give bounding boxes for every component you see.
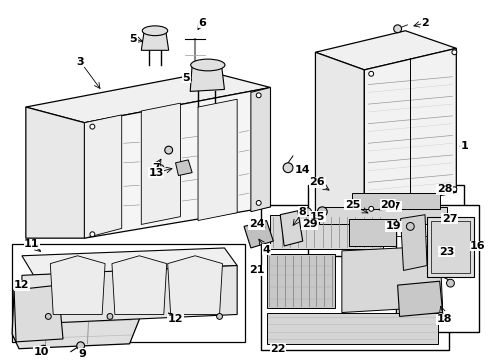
Text: 29: 29 bbox=[302, 220, 318, 229]
Text: 27: 27 bbox=[441, 213, 457, 224]
Polygon shape bbox=[85, 87, 270, 238]
Polygon shape bbox=[400, 215, 427, 270]
Text: 26: 26 bbox=[310, 177, 325, 188]
Circle shape bbox=[90, 124, 95, 129]
Circle shape bbox=[158, 165, 164, 171]
Text: 6: 6 bbox=[198, 18, 206, 28]
Polygon shape bbox=[342, 246, 442, 312]
Text: 15: 15 bbox=[310, 212, 325, 222]
Polygon shape bbox=[244, 221, 273, 248]
Bar bbox=[431, 221, 470, 273]
Polygon shape bbox=[141, 31, 169, 50]
Polygon shape bbox=[198, 99, 237, 221]
Polygon shape bbox=[112, 256, 167, 315]
Bar bbox=[261, 205, 448, 350]
Circle shape bbox=[452, 187, 457, 192]
Text: 5: 5 bbox=[182, 73, 190, 83]
Text: 18: 18 bbox=[437, 314, 452, 324]
Circle shape bbox=[90, 232, 95, 237]
Circle shape bbox=[446, 279, 454, 287]
Circle shape bbox=[283, 163, 293, 172]
Bar bbox=[267, 312, 438, 344]
Text: 19: 19 bbox=[386, 221, 401, 231]
Circle shape bbox=[40, 345, 47, 352]
Bar bbox=[352, 193, 440, 209]
Text: 5: 5 bbox=[130, 33, 137, 44]
Text: 12: 12 bbox=[14, 280, 30, 290]
Text: 7: 7 bbox=[152, 163, 160, 173]
Circle shape bbox=[77, 342, 85, 350]
Polygon shape bbox=[251, 87, 270, 212]
Text: 20: 20 bbox=[380, 200, 395, 210]
Circle shape bbox=[107, 314, 113, 319]
Circle shape bbox=[406, 222, 414, 230]
Text: 3: 3 bbox=[77, 57, 84, 67]
Bar bbox=[267, 254, 335, 308]
Polygon shape bbox=[316, 52, 365, 212]
Ellipse shape bbox=[191, 59, 225, 71]
Text: 24: 24 bbox=[249, 220, 265, 229]
Polygon shape bbox=[168, 256, 222, 315]
Text: 10: 10 bbox=[34, 347, 49, 357]
Polygon shape bbox=[14, 285, 63, 342]
Polygon shape bbox=[26, 107, 85, 238]
Text: 14: 14 bbox=[295, 165, 311, 175]
Circle shape bbox=[168, 314, 173, 319]
Circle shape bbox=[165, 146, 172, 154]
Bar bbox=[349, 219, 395, 246]
Polygon shape bbox=[397, 281, 442, 316]
Text: 1: 1 bbox=[460, 141, 468, 151]
Circle shape bbox=[256, 201, 261, 206]
Text: 8: 8 bbox=[299, 207, 307, 217]
Text: 21: 21 bbox=[249, 265, 265, 275]
Polygon shape bbox=[280, 211, 303, 246]
Polygon shape bbox=[316, 31, 456, 70]
Polygon shape bbox=[26, 72, 270, 123]
Circle shape bbox=[393, 25, 401, 33]
Polygon shape bbox=[190, 65, 224, 91]
Bar bbox=[319, 207, 446, 225]
Text: 2: 2 bbox=[421, 18, 429, 28]
Polygon shape bbox=[22, 248, 237, 275]
Circle shape bbox=[256, 93, 261, 98]
Bar bbox=[308, 185, 464, 256]
Text: 13: 13 bbox=[148, 168, 164, 177]
Circle shape bbox=[318, 207, 327, 217]
Text: 23: 23 bbox=[439, 247, 454, 257]
Text: 22: 22 bbox=[270, 344, 286, 354]
Bar bbox=[395, 205, 479, 332]
Polygon shape bbox=[141, 103, 180, 225]
Text: 17: 17 bbox=[386, 202, 401, 212]
Circle shape bbox=[46, 314, 51, 319]
Text: 9: 9 bbox=[78, 348, 87, 359]
Polygon shape bbox=[22, 266, 237, 324]
Ellipse shape bbox=[142, 26, 168, 36]
Text: 28: 28 bbox=[437, 184, 452, 194]
Text: 16: 16 bbox=[470, 241, 486, 251]
Text: 12: 12 bbox=[168, 314, 183, 324]
Polygon shape bbox=[175, 160, 192, 176]
Text: 11: 11 bbox=[24, 239, 40, 249]
Circle shape bbox=[369, 206, 374, 211]
Circle shape bbox=[369, 71, 374, 76]
Polygon shape bbox=[85, 115, 122, 238]
Circle shape bbox=[452, 50, 457, 55]
Bar bbox=[270, 215, 383, 249]
Circle shape bbox=[304, 208, 312, 216]
Polygon shape bbox=[50, 256, 105, 315]
Text: 25: 25 bbox=[345, 200, 360, 210]
Circle shape bbox=[217, 314, 222, 319]
Polygon shape bbox=[12, 280, 141, 349]
Bar bbox=[427, 217, 474, 277]
Polygon shape bbox=[365, 48, 456, 212]
Text: 4: 4 bbox=[263, 245, 270, 255]
Bar bbox=[12, 244, 245, 342]
